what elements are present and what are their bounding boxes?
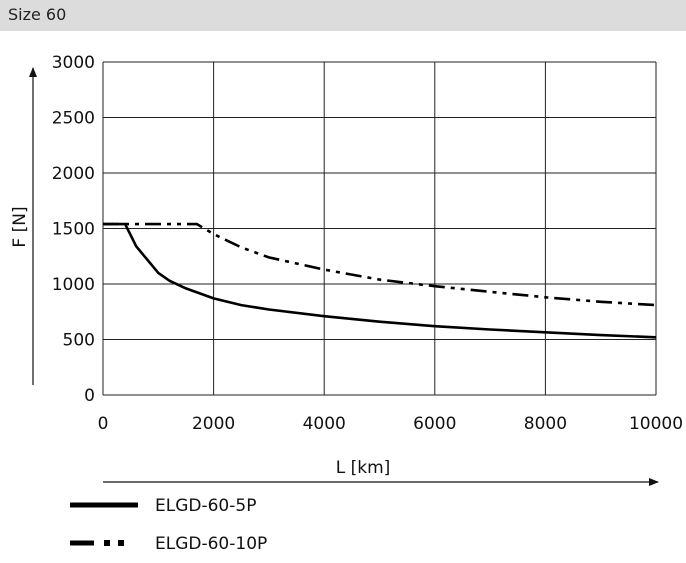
x-tick-label-1: 2000: [192, 414, 235, 434]
axes: [29, 67, 659, 486]
y-tick-label-6: 3000: [52, 53, 95, 73]
x-tick-label-4: 8000: [524, 414, 567, 434]
x-tick-label-3: 6000: [413, 414, 456, 434]
y-tick-label-4: 2000: [52, 164, 95, 184]
legend-swatch-2-dot-a: [104, 540, 110, 546]
legend-swatch-2-dot-b: [118, 540, 124, 546]
x-tick-label-0: 0: [98, 414, 109, 434]
header-bar: Size 60: [0, 0, 686, 31]
series-line-1: [103, 222, 657, 339]
grid: [102, 61, 657, 396]
series-line-2: [103, 222, 657, 307]
y-tick-label-1: 500: [63, 331, 95, 351]
legend: ELGD-60-5P ELGD-60-10P: [70, 496, 267, 554]
y-tick-label-0: 0: [84, 386, 95, 406]
y-axis-title: F [N]: [10, 206, 30, 247]
tick-labels: 0 500 1000 1500 2000 2500 3000 0 2000 4000 6000 800…: [52, 53, 683, 434]
y-tick-label-5: 2500: [52, 109, 95, 129]
chart-title: Size 60: [8, 5, 67, 24]
x-tick-label-5: 10000: [629, 414, 683, 434]
y-tick-label-2: 1000: [52, 275, 95, 295]
y-tick-label-3: 1500: [52, 220, 95, 240]
x-axis-title: L [km]: [336, 458, 391, 478]
series-layer: [103, 222, 657, 339]
x-tick-label-2: 4000: [303, 414, 346, 434]
legend-label-1: ELGD-60-5P: [155, 496, 256, 516]
legend-label-2: ELGD-60-10P: [155, 534, 267, 554]
